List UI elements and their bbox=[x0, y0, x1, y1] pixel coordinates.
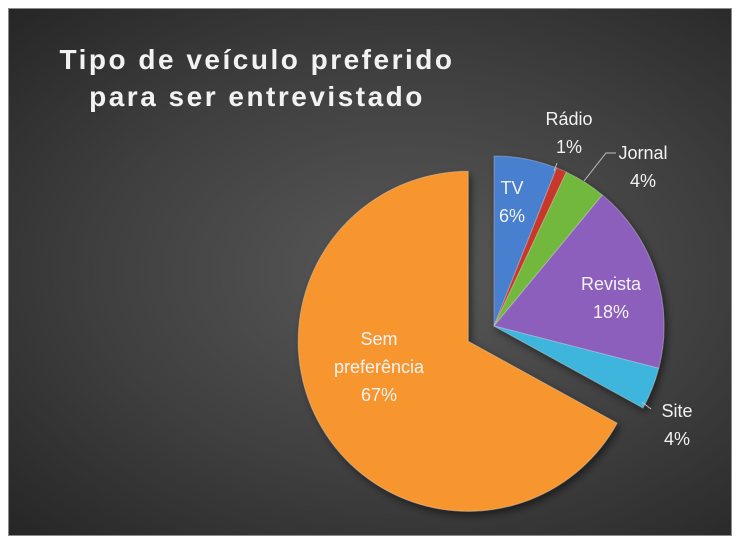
slice-name: Site bbox=[661, 401, 693, 421]
leader-line bbox=[583, 152, 616, 182]
pie-slice bbox=[493, 325, 660, 409]
slice-label: TV 6% bbox=[482, 174, 542, 230]
slice-label: Sem preferência 67% bbox=[314, 325, 444, 409]
chart-title: Tipo de veículo preferido para ser entre… bbox=[59, 44, 455, 112]
pie bbox=[297, 152, 665, 512]
slice-value: 4% bbox=[663, 429, 690, 449]
slice-name: Revista bbox=[580, 274, 642, 294]
slice-value: 18% bbox=[592, 302, 630, 322]
slice-label: Revista 18% bbox=[561, 270, 661, 326]
chart-area: Tipo de veículo preferido para ser entre… bbox=[8, 8, 732, 536]
leader-line bbox=[553, 162, 558, 172]
pie-slice bbox=[493, 194, 665, 369]
leader-line bbox=[641, 401, 652, 410]
slice-value: 1% bbox=[555, 137, 582, 157]
slice-value: 4% bbox=[629, 171, 656, 191]
slice-name: TV bbox=[500, 178, 524, 198]
slice-label: Jornal 4% bbox=[603, 139, 683, 195]
slice-label: Site 4% bbox=[647, 397, 707, 453]
slice-value: 6% bbox=[498, 206, 525, 226]
slice-name: Sem preferência bbox=[333, 329, 425, 377]
slice-label: Rádio 1% bbox=[529, 105, 609, 161]
slice-name: Jornal bbox=[618, 143, 668, 163]
slice-name: Rádio bbox=[545, 109, 593, 129]
slice-value: 67% bbox=[360, 385, 398, 405]
pie-slice bbox=[297, 170, 618, 512]
